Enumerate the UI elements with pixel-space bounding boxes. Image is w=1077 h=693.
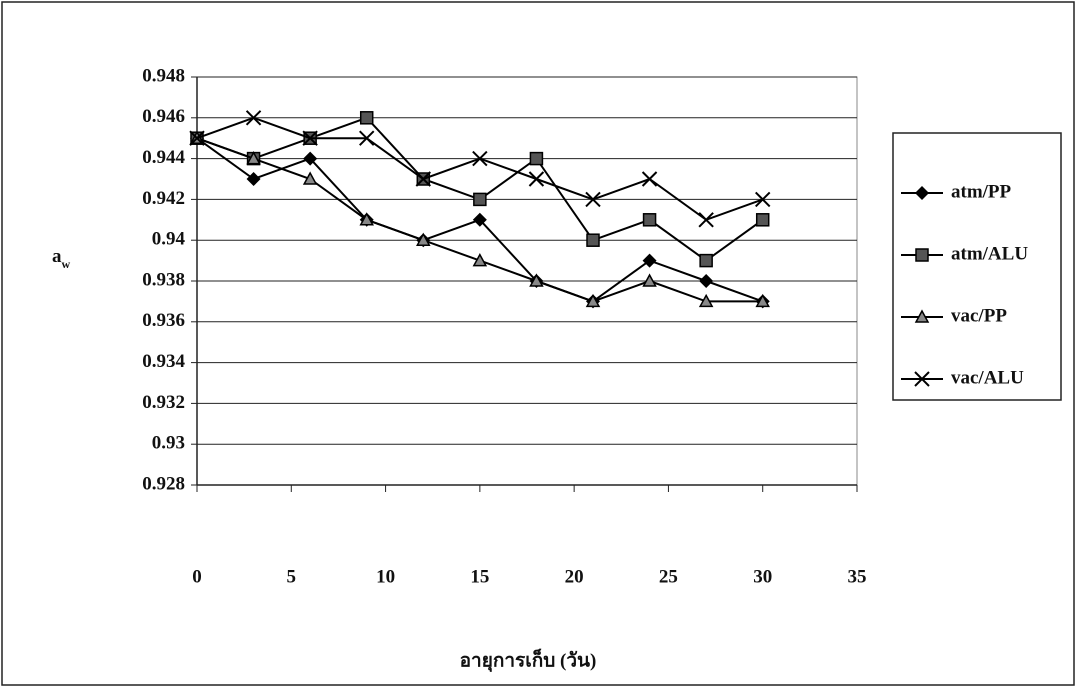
marker xyxy=(755,213,770,227)
x-tick-label: 10 xyxy=(376,566,395,587)
marker xyxy=(472,212,487,227)
legend-label: atm/PP xyxy=(951,181,1012,202)
x-tick-label: 20 xyxy=(565,566,584,587)
y-tick-label: 0.93 xyxy=(152,433,185,454)
marker xyxy=(755,191,771,208)
marker xyxy=(359,212,374,226)
x-tick-label: 5 xyxy=(287,566,297,587)
marker xyxy=(642,213,657,227)
marker xyxy=(641,171,658,187)
marker xyxy=(473,192,487,207)
y-tick-label: 0.934 xyxy=(142,351,185,372)
legend-label: atm/ALU xyxy=(951,243,1028,264)
marker xyxy=(529,273,544,287)
marker xyxy=(416,232,431,246)
marker xyxy=(528,171,545,187)
x-tick-label: 0 xyxy=(192,566,202,587)
marker xyxy=(642,253,657,268)
y-tick-label: 0.932 xyxy=(142,392,185,413)
marker xyxy=(246,172,261,186)
marker xyxy=(529,151,544,166)
marker xyxy=(698,293,714,308)
marker xyxy=(915,186,929,200)
y-tick-label: 0.938 xyxy=(142,269,185,290)
marker xyxy=(359,111,374,125)
y-tick-label: 0.936 xyxy=(142,310,185,331)
legend-label: vac/ALU xyxy=(951,367,1024,388)
x-tick-label: 25 xyxy=(659,566,678,587)
marker xyxy=(914,309,930,323)
y-tick-label: 0.928 xyxy=(142,473,185,494)
marker xyxy=(699,274,714,288)
x-tick-label: 35 xyxy=(848,566,867,587)
marker xyxy=(698,212,714,228)
marker xyxy=(472,150,488,167)
y-axis-label: aw xyxy=(52,246,71,270)
marker xyxy=(303,151,318,166)
legend-box xyxy=(892,132,1062,401)
marker xyxy=(472,253,488,267)
marker xyxy=(755,293,770,308)
y-tick-label: 0.944 xyxy=(142,147,185,168)
y-axis-label-main: a xyxy=(52,246,62,267)
marker xyxy=(699,253,713,268)
marker xyxy=(302,171,318,185)
y-tick-label: 0.946 xyxy=(142,106,185,127)
marker xyxy=(642,273,657,287)
marker xyxy=(189,130,205,146)
x-tick-label: 30 xyxy=(753,566,772,587)
y-axis-label-subscript: w xyxy=(62,257,71,271)
marker xyxy=(585,293,601,308)
y-tick-label: 0.94 xyxy=(152,229,186,250)
x-tick-label: 15 xyxy=(470,566,489,587)
y-tick-label: 0.942 xyxy=(142,188,185,209)
marker xyxy=(245,110,262,126)
x-axis-label: อายุการเก็บ (วัน) xyxy=(460,647,597,672)
y-tick-label: 0.948 xyxy=(142,65,185,86)
marker xyxy=(914,371,930,387)
marker xyxy=(359,130,375,146)
legend-label: vac/PP xyxy=(951,305,1007,326)
marker xyxy=(302,130,318,146)
marker xyxy=(415,171,431,187)
marker xyxy=(585,191,601,208)
marker xyxy=(586,233,600,247)
marker xyxy=(915,248,929,262)
marker xyxy=(246,151,261,165)
